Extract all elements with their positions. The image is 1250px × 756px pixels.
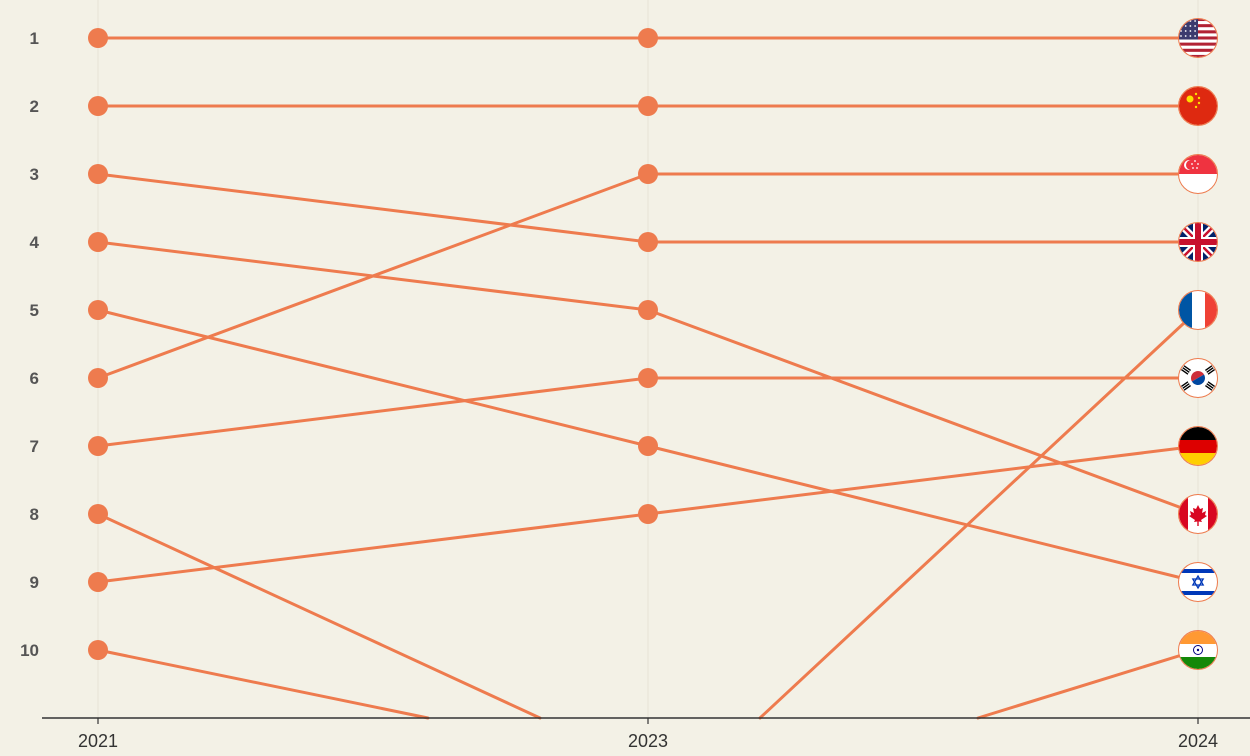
data-point (88, 368, 108, 388)
south-korea-flag-icon (1178, 358, 1218, 398)
series-segment (96, 308, 650, 448)
data-point (88, 96, 108, 116)
data-point (638, 300, 658, 320)
rank-label: 2 (30, 97, 39, 116)
data-points (88, 28, 658, 660)
data-point (88, 164, 108, 184)
rank-label: 1 (30, 29, 39, 48)
china-flag-icon (1178, 86, 1218, 126)
data-point (638, 96, 658, 116)
data-point (638, 436, 658, 456)
israel-flag-icon (1178, 562, 1218, 602)
series-segment (96, 240, 650, 312)
data-point (638, 504, 658, 524)
series-segment-leaving (96, 648, 430, 720)
country-flags (1178, 18, 1218, 670)
year-label: 2023 (628, 731, 668, 751)
rank-axis: 1 2 3 4 5 6 7 8 9 10 (20, 29, 39, 660)
data-point (88, 300, 108, 320)
series-segment (646, 444, 1200, 584)
rank-label: 6 (30, 369, 39, 388)
france-flag-icon (1178, 290, 1218, 330)
rank-label: 9 (30, 573, 39, 592)
series-segment-leaving (96, 512, 542, 720)
x-axis: 2021 2023 2024 (78, 718, 1218, 751)
usa-flag-icon (1178, 18, 1218, 58)
uk-flag-icon (1178, 222, 1218, 262)
germany-flag-icon (1178, 426, 1218, 466)
data-point (88, 436, 108, 456)
data-point (88, 572, 108, 592)
series-segment (646, 308, 1200, 516)
series-lines (96, 36, 1200, 720)
data-point (88, 640, 108, 660)
year-label: 2024 (1178, 731, 1218, 751)
series-segment (96, 512, 650, 584)
data-point (88, 28, 108, 48)
rank-label: 8 (30, 505, 39, 524)
canada-flag-icon (1178, 494, 1218, 534)
series-segment-entering (758, 308, 1200, 720)
rank-label: 5 (30, 301, 39, 320)
rank-label: 10 (20, 641, 39, 660)
data-point (88, 232, 108, 252)
india-flag-icon (1178, 630, 1218, 670)
singapore-flag-icon (1178, 154, 1218, 194)
rank-label: 7 (30, 437, 39, 456)
series-segment (96, 376, 650, 448)
data-point (638, 28, 658, 48)
data-point (638, 368, 658, 388)
series-segment-entering (976, 648, 1200, 720)
rank-label: 3 (30, 165, 39, 184)
series-segment (646, 444, 1200, 516)
year-label: 2021 (78, 731, 118, 751)
data-point (88, 504, 108, 524)
series-segment (96, 172, 650, 244)
data-point (638, 232, 658, 252)
data-point (638, 164, 658, 184)
rank-label: 4 (30, 233, 40, 252)
